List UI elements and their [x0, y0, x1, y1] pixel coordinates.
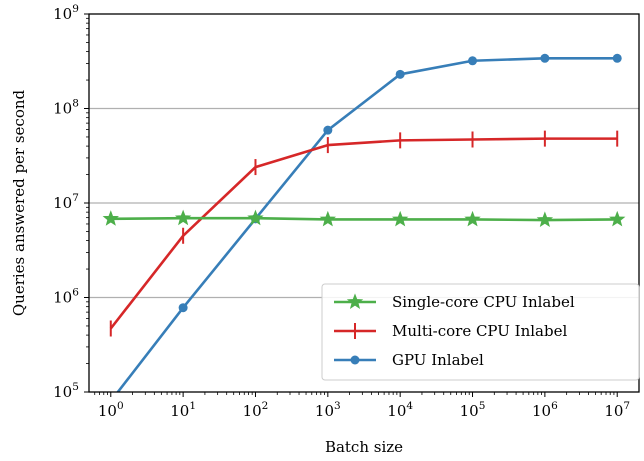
x-tick-label: 106	[532, 400, 558, 420]
data-point	[609, 210, 626, 227]
y-tick-label: 108	[53, 98, 79, 118]
legend-label: Multi-core CPU Inlabel	[392, 322, 567, 340]
data-point	[612, 53, 622, 63]
series-multi-core-cpu-inlabel	[109, 130, 619, 337]
x-tick-label: 100	[98, 400, 124, 420]
data-point	[464, 210, 481, 227]
series-group	[102, 53, 626, 392]
series-line	[109, 137, 618, 330]
legend-label: Single-core CPU Inlabel	[392, 293, 575, 311]
x-tick-label: 102	[243, 400, 269, 420]
x-axis-title: Batch size	[325, 438, 403, 456]
y-tick-label: 105	[53, 381, 79, 401]
y-tick-label: 107	[53, 192, 79, 212]
legend-box	[321, 283, 640, 381]
data-point	[247, 209, 264, 226]
x-tick-label: 104	[387, 400, 413, 420]
data-point	[540, 53, 550, 63]
legend-marker	[346, 293, 364, 309]
series-line	[116, 56, 618, 392]
data-point	[174, 209, 192, 226]
data-point	[319, 210, 337, 227]
x-tick-label: 101	[170, 400, 196, 420]
x-tick-label: 105	[460, 400, 486, 420]
legend-item: Multi-core CPU Inlabel	[334, 322, 567, 340]
legend-item: Single-core CPU Inlabel	[334, 293, 575, 311]
series-gpu-inlabel	[116, 53, 622, 392]
series-line	[110, 216, 618, 222]
legend-marker	[350, 355, 360, 365]
series-single-core-cpu-inlabel	[102, 209, 626, 228]
x-tick-label: 107	[604, 400, 630, 420]
data-point	[391, 210, 409, 227]
legend-label: GPU Inlabel	[392, 351, 484, 369]
data-point	[102, 210, 119, 226]
y-axis-title: Queries answered per second	[10, 89, 28, 316]
x-tick-label: 103	[315, 400, 341, 420]
data-point	[395, 69, 405, 79]
y-tick-label: 109	[53, 3, 79, 23]
legend-item: GPU Inlabel	[334, 351, 484, 369]
y-tick-label: 106	[53, 287, 79, 307]
data-point	[323, 125, 333, 135]
gridlines	[89, 107, 639, 299]
legend: Single-core CPU Inlabel Multi-core CPU In…	[321, 283, 640, 381]
data-point	[178, 303, 188, 313]
data-point	[536, 211, 554, 228]
ticks-group: 105 106 107 108 109 100 101 102 103 104 105 106 107	[53, 3, 630, 420]
data-point	[468, 56, 478, 66]
